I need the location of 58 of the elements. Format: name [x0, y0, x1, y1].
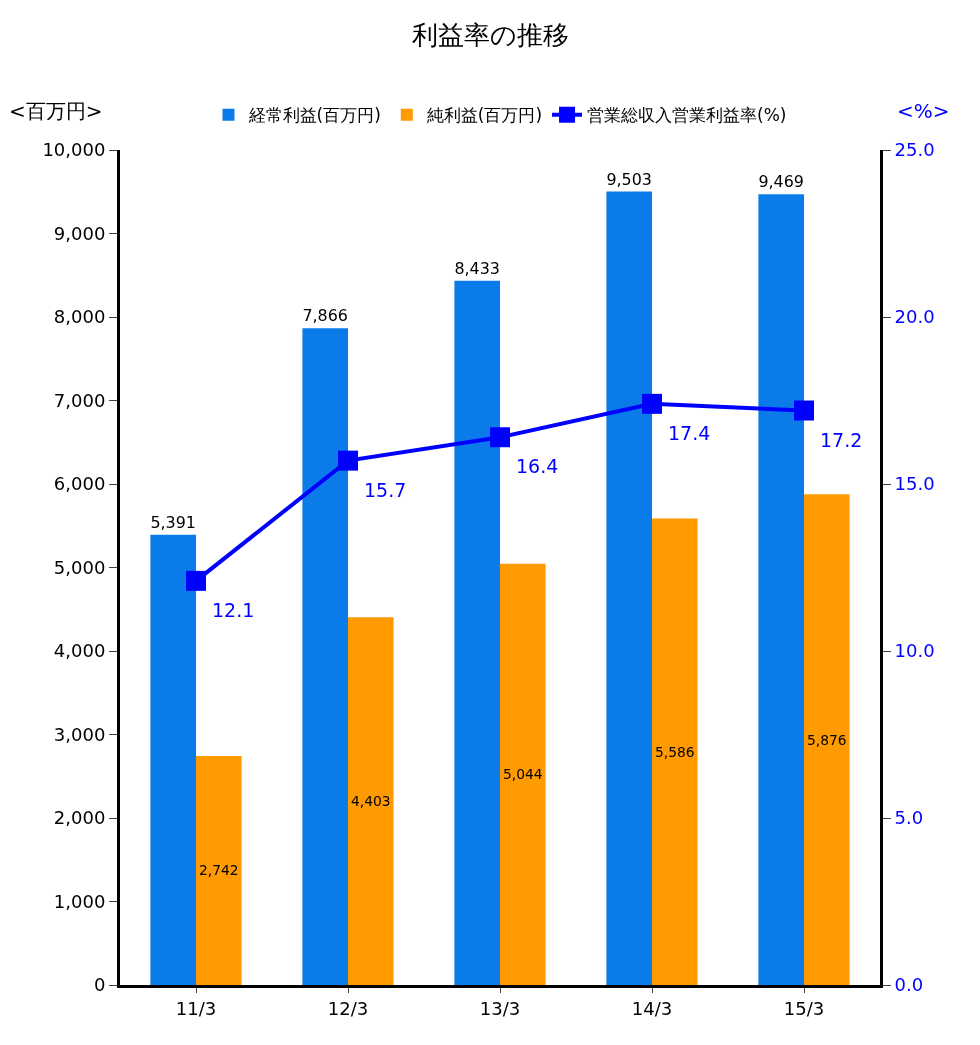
- x-tick-label: 14/3: [631, 997, 673, 1019]
- x-tick-label: 13/3: [479, 997, 521, 1019]
- data-label: 4,403: [351, 793, 391, 810]
- bar: [804, 494, 850, 985]
- y-tick-label: 1,000: [53, 890, 106, 912]
- point: [794, 400, 814, 421]
- data-label: 17.4: [668, 422, 711, 444]
- bar: [606, 191, 652, 985]
- data-label: 9,503: [606, 169, 652, 189]
- data-label: 9,469: [758, 172, 804, 192]
- point: [186, 570, 206, 591]
- bar: [150, 534, 196, 985]
- data-label: 12.1: [212, 599, 255, 621]
- y2-tick-label: 25.0: [894, 139, 935, 161]
- y-tick-label: 6,000: [53, 473, 106, 495]
- y-tick-label: 2,000: [53, 807, 106, 829]
- point: [490, 427, 510, 448]
- bar: [196, 756, 242, 985]
- data-label: 5,044: [503, 766, 543, 783]
- legend-label: 営業総収入営業利益率(%): [587, 105, 787, 126]
- bar: [500, 563, 546, 985]
- data-label: 5,391: [150, 512, 196, 532]
- bar: [652, 518, 698, 985]
- y-tick-label: 0: [93, 974, 106, 996]
- y-tick-label: 4,000: [53, 640, 106, 662]
- y2-tick-label: 5.0: [894, 807, 924, 829]
- y-tick-label: 8,000: [53, 306, 106, 328]
- point: [642, 393, 662, 414]
- bar: [758, 194, 804, 985]
- y-tick-label: 10,000: [42, 139, 106, 161]
- y-tick-label: 9,000: [53, 222, 106, 244]
- bar: [348, 617, 394, 985]
- y2-tick-label: 10.0: [894, 640, 935, 662]
- data-label: 8,433: [454, 258, 500, 278]
- data-label: 15.7: [364, 479, 407, 501]
- data-label: 17.2: [820, 429, 863, 451]
- x-tick-label: 15/3: [783, 997, 825, 1019]
- y-tick-label: 5,000: [53, 556, 106, 578]
- y2-tick-label: 20.0: [894, 306, 935, 328]
- y-tick-label: 3,000: [53, 723, 106, 745]
- x-tick-label: 12/3: [327, 997, 369, 1019]
- x-tick-label: 11/3: [175, 997, 217, 1019]
- y2-tick-label: 0.0: [894, 974, 924, 996]
- data-label: 2,742: [199, 862, 239, 879]
- legend-label: 純利益(百万円): [426, 105, 543, 126]
- bar: [454, 280, 500, 985]
- data-label: 5,586: [655, 743, 695, 760]
- y-tick-label: 7,000: [53, 389, 106, 411]
- data-label: 7,866: [302, 306, 348, 326]
- data-label: 5,876: [807, 731, 847, 748]
- legend-label: 経常利益(百万円): [247, 105, 381, 126]
- point: [338, 450, 358, 471]
- bar: [302, 328, 348, 985]
- chart-title: 利益率の推移: [411, 20, 569, 51]
- y2-axis-title: <%>: [897, 99, 950, 123]
- data-label: 16.4: [516, 455, 559, 477]
- y-axis-title: <百万円>: [9, 99, 103, 123]
- y2-tick-label: 15.0: [894, 473, 935, 495]
